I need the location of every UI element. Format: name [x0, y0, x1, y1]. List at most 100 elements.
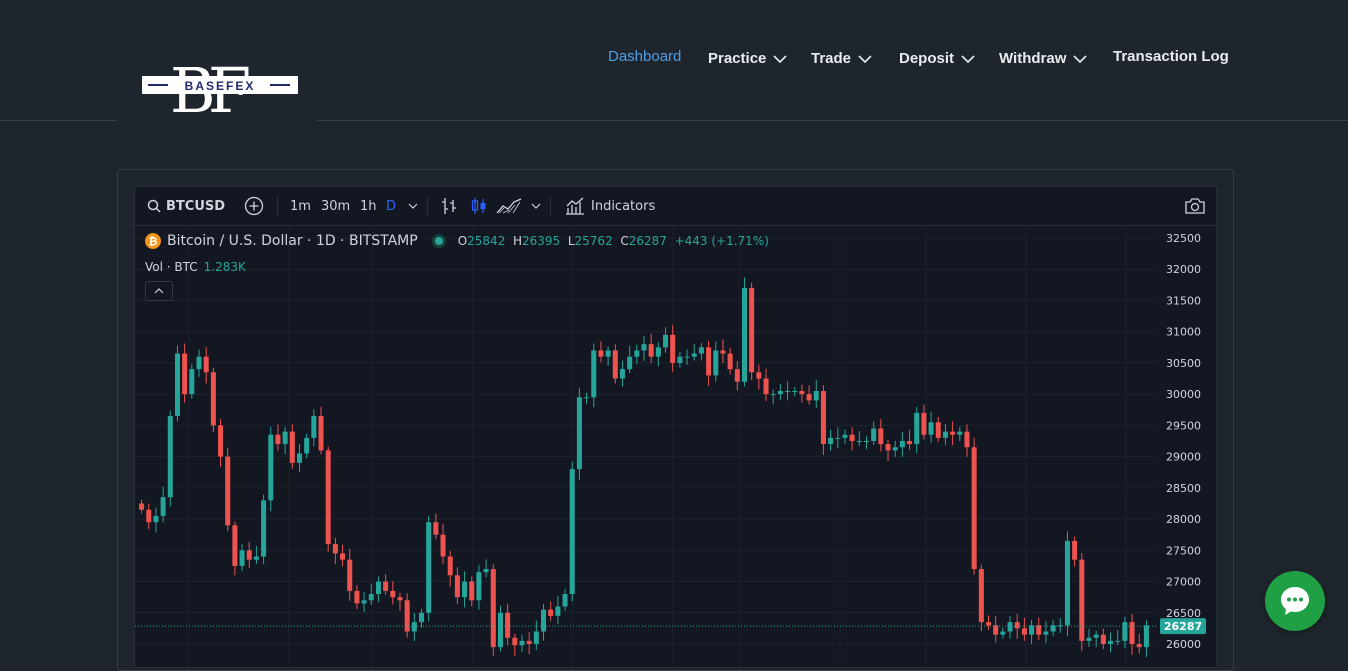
candle-body	[1108, 640, 1114, 644]
main-nav: Dashboard Practice Trade Deposit Withdra…	[600, 48, 1240, 72]
nav-withdraw[interactable]: Withdraw	[999, 50, 1087, 67]
interval-30m[interactable]: 30m	[321, 187, 350, 225]
candle-body	[497, 612, 503, 648]
chat-button[interactable]	[1265, 571, 1325, 631]
collapse-legend-button[interactable]	[145, 281, 173, 301]
bitcoin-icon: ₿	[145, 233, 161, 249]
nav-deposit-label: Deposit	[899, 50, 955, 67]
candle-body	[892, 447, 898, 451]
candle-body	[713, 350, 719, 376]
nav-dashboard[interactable]: Dashboard	[608, 48, 681, 65]
interval-d[interactable]: D	[386, 187, 396, 225]
candle-body	[562, 594, 568, 607]
svg-text:BASEFEX: BASEFEX	[185, 79, 256, 93]
symbol-search-button[interactable]: BTCUSD	[147, 187, 225, 225]
candle-body	[684, 356, 690, 358]
nav-deposit[interactable]: Deposit	[899, 50, 975, 67]
nav-trade-label: Trade	[811, 50, 852, 67]
nav-transaction-log[interactable]: Transaction Log	[1113, 48, 1229, 65]
chevron-down-icon	[961, 54, 975, 63]
last-price-label: 26287	[1164, 620, 1202, 633]
indicators-button[interactable]: Indicators	[565, 187, 655, 225]
bar-style-button[interactable]	[441, 187, 457, 225]
candle-body	[246, 550, 252, 560]
candle-body	[863, 441, 870, 442]
candle-body	[261, 500, 267, 557]
candle-body	[167, 416, 173, 498]
candle-body	[182, 353, 188, 395]
candle-body	[533, 631, 539, 644]
nav-dashboard-label: Dashboard	[608, 48, 682, 65]
candle-body	[332, 544, 338, 554]
candle-body	[849, 434, 855, 441]
area-style-button[interactable]	[496, 187, 522, 225]
candle-body	[440, 534, 446, 557]
candle-body	[368, 594, 374, 601]
nav-trade[interactable]: Trade	[811, 50, 872, 67]
area-chart-icon	[496, 198, 522, 214]
candle-body	[1115, 640, 1121, 642]
chevron-up-icon	[154, 288, 164, 294]
candle-body	[727, 353, 733, 370]
candle-body	[426, 522, 432, 613]
chevron-down-icon	[408, 203, 418, 209]
candle-body	[139, 503, 145, 510]
candle-body	[598, 350, 604, 357]
candle-body	[282, 431, 288, 445]
interval-1h[interactable]: 1h	[360, 187, 377, 225]
candle-body	[950, 431, 956, 435]
y-tick-label: 26000	[1166, 638, 1201, 651]
candle-body	[720, 350, 726, 354]
toolbar-divider	[550, 196, 551, 216]
candle-body	[856, 441, 862, 442]
candle-body	[1072, 540, 1078, 560]
candle-body	[1064, 540, 1070, 626]
nav-practice-label: Practice	[708, 50, 767, 67]
interval-dropdown[interactable]	[408, 187, 418, 225]
y-tick-label: 32000	[1166, 263, 1201, 276]
price-chart[interactable]: 32500 32000 31500 31000 30500 30000 29500 29000…	[135, 225, 1216, 667]
candle-body	[799, 391, 805, 395]
candle-body	[627, 356, 633, 370]
chart-style-dropdown[interactable]	[531, 187, 541, 225]
candle-body	[785, 391, 791, 393]
chat-bubble-icon	[1281, 587, 1309, 615]
top-header: B F BASEFEX Dashboard Practice Trade Dep…	[0, 0, 1348, 126]
brand-logo[interactable]: B F BASEFEX	[117, 26, 317, 126]
candle-body	[153, 515, 159, 523]
candle-body	[232, 525, 238, 566]
candle-body	[1122, 622, 1128, 641]
candle-body	[390, 590, 396, 598]
candle-body	[347, 559, 353, 591]
candle-body	[928, 422, 934, 435]
candle-body	[203, 356, 209, 373]
candle-body	[569, 469, 575, 595]
candle-body	[641, 344, 647, 351]
candle-body	[196, 356, 202, 370]
snapshot-button[interactable]	[1184, 187, 1206, 225]
interval-1m[interactable]: 1m	[290, 187, 311, 225]
toolbar-divider	[277, 196, 278, 216]
candle-body	[670, 334, 676, 363]
candle-body	[842, 434, 848, 438]
candle-body	[1079, 559, 1085, 641]
candle-body	[447, 556, 453, 576]
candle-body	[1043, 631, 1049, 635]
candle-body	[253, 556, 259, 560]
candles-style-button[interactable]	[471, 187, 487, 225]
candle-body	[612, 350, 618, 379]
interval-30m-label: 30m	[321, 198, 351, 214]
chevron-down-icon	[531, 203, 541, 209]
candle-body	[820, 391, 826, 445]
candle-body	[964, 431, 970, 448]
chevron-down-icon	[1073, 54, 1087, 63]
nav-practice[interactable]: Practice	[708, 50, 787, 67]
candle-body	[397, 597, 403, 601]
candle-body	[1129, 622, 1135, 644]
y-tick-label: 31500	[1166, 294, 1201, 307]
last-price-tag	[1160, 618, 1206, 635]
compare-symbol-button[interactable]	[244, 187, 264, 225]
candle-body	[749, 287, 755, 373]
ohlc-values: O25842 H26395 L25762 C26287 +443 (+1.71%…	[457, 234, 769, 248]
plus-circle-icon	[244, 196, 264, 216]
